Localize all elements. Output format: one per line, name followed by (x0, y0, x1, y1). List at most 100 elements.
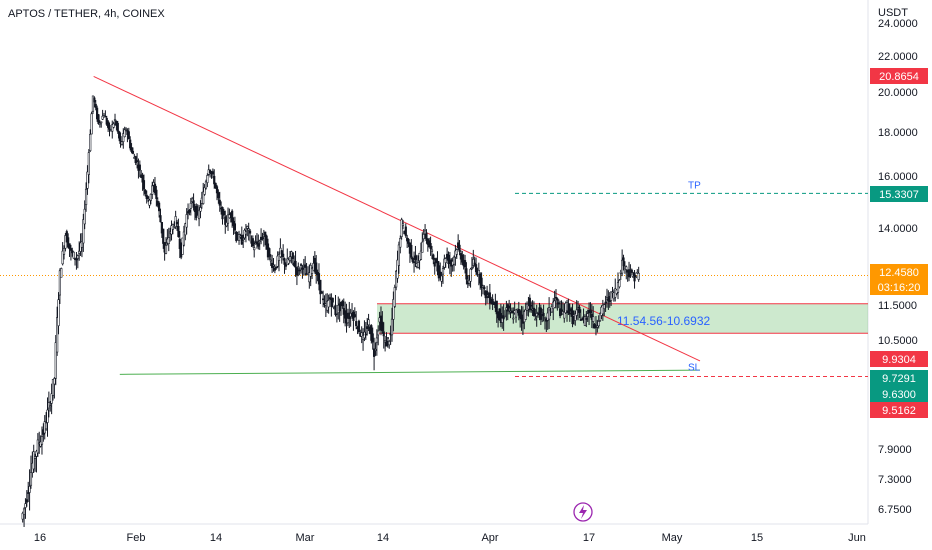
candle-body (625, 266, 628, 270)
entry-zone[interactable] (377, 303, 868, 334)
candle-body (225, 222, 228, 227)
candle-body (634, 276, 638, 279)
candle-body (75, 257, 78, 261)
candle-body (468, 279, 471, 284)
candle-body (53, 378, 56, 385)
y-tick-label: 22.0000 (878, 51, 918, 63)
candle-body (417, 262, 420, 268)
candle-body (258, 240, 261, 243)
candle-body (123, 129, 126, 138)
y-tick-label: 10.5000 (878, 335, 918, 347)
candle-body (455, 249, 458, 255)
candle-body (295, 267, 299, 276)
candle-body (268, 248, 271, 257)
candle-body (618, 280, 621, 288)
candle-body (414, 255, 417, 260)
candle-body (330, 299, 333, 307)
candle-body (86, 171, 89, 189)
candle-body (130, 147, 133, 152)
candle-body (328, 297, 332, 300)
candle-body (188, 209, 191, 213)
candle-body (563, 311, 566, 319)
candle-body (575, 309, 578, 316)
candle-body (211, 171, 214, 175)
support-line[interactable] (119, 369, 701, 375)
candle-body (345, 312, 348, 324)
candle-body (463, 260, 467, 268)
candle-body (177, 226, 180, 237)
candle-body (341, 300, 344, 307)
candle-body (272, 265, 275, 267)
x-tick-label: 17 (583, 532, 595, 544)
candle-body (554, 296, 558, 299)
y-tick-label: 7.3000 (878, 474, 912, 486)
candle-body (84, 188, 88, 206)
candle-body (392, 299, 395, 320)
candle-body (550, 306, 553, 313)
currency-label[interactable]: USDT (878, 7, 908, 19)
candle-body (122, 133, 125, 142)
candle-body (568, 312, 571, 315)
candle-body (422, 234, 425, 240)
candle-body (630, 269, 633, 273)
candle-body (440, 275, 443, 282)
candle-body (93, 97, 96, 103)
candle-body (404, 226, 407, 236)
candle-body (610, 291, 613, 301)
candle-body (204, 181, 208, 189)
candle-body (334, 304, 337, 315)
candle-body (105, 117, 108, 125)
candle-body (231, 210, 234, 223)
candle-body (447, 254, 450, 265)
candle-body (233, 223, 237, 231)
candle-body (170, 225, 173, 235)
y-tick-label: 14.0000 (878, 223, 918, 235)
candle-body (508, 305, 511, 309)
candle-body (49, 405, 52, 408)
candle-body (155, 189, 158, 199)
candle-body (407, 239, 410, 244)
candle-body (299, 264, 303, 266)
candle-body (118, 131, 121, 139)
candle-body (534, 318, 537, 321)
candle-body (35, 450, 38, 457)
candle-body (222, 210, 225, 216)
y-tick-label: 7.9000 (878, 444, 912, 456)
candle-body (218, 199, 221, 206)
candle-body (603, 304, 606, 310)
downtrend-line[interactable] (93, 75, 701, 362)
candle-body (291, 252, 294, 259)
candle-body (601, 305, 604, 315)
sl-label: SL (688, 362, 701, 373)
candle-body (381, 321, 384, 332)
candle-body (269, 259, 272, 262)
candle-body (439, 271, 442, 278)
y-tick-label: 6.7500 (878, 504, 912, 516)
candle-body (36, 439, 39, 454)
candle-body (520, 314, 523, 320)
candle-body (338, 303, 341, 312)
candle-body (559, 308, 562, 317)
candle-body (240, 234, 243, 245)
candle-body (159, 215, 162, 223)
candle-body (76, 255, 79, 259)
candle-body (425, 232, 428, 241)
candle-body (226, 214, 230, 224)
candle-body (477, 269, 480, 275)
candle-body (320, 291, 323, 294)
candle-body (202, 191, 205, 204)
candle-body (27, 492, 30, 494)
countdown-label: 03:16:20 (878, 282, 921, 294)
candle-body (144, 189, 147, 194)
lightning-icon[interactable] (573, 502, 593, 522)
candle-body (401, 223, 405, 226)
candle-body (491, 298, 494, 305)
candle-body (357, 320, 361, 333)
candle-body (433, 262, 436, 267)
candle-body (69, 248, 73, 251)
candle-body (167, 237, 170, 244)
candle-body (244, 231, 248, 235)
x-tick-label: May (662, 532, 683, 544)
